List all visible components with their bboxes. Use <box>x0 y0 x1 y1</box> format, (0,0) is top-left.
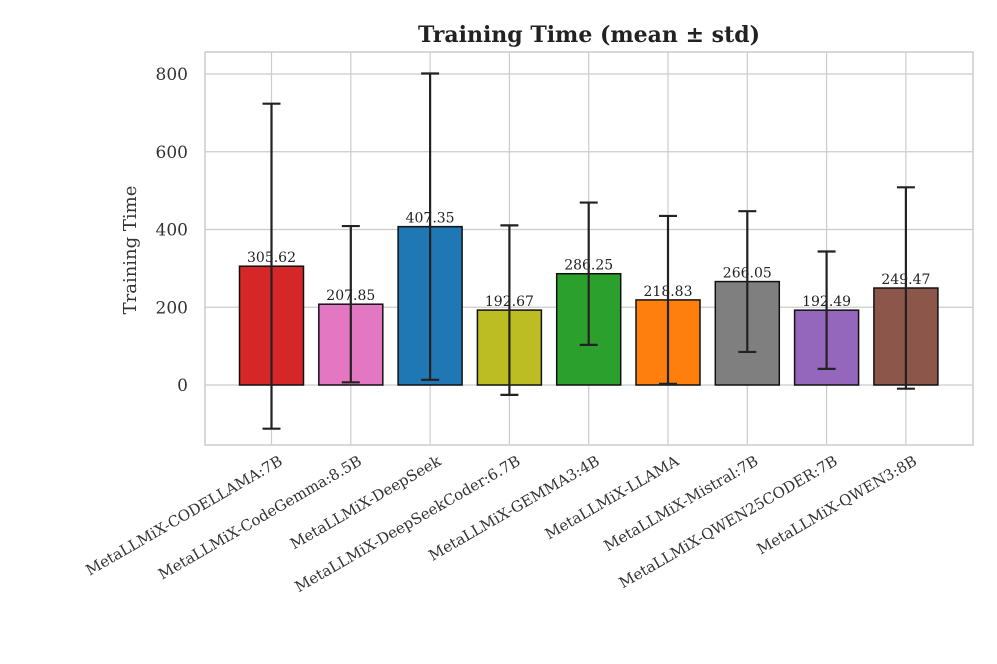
y-tick-label: 200 <box>156 298 188 318</box>
error-bars-layer <box>262 72 915 430</box>
y-ticks-layer: 0 200 400 600 800 <box>156 65 188 396</box>
x-tick-label: MetaLLMiX-LLAMA <box>542 452 682 543</box>
y-tick-label: 0 <box>177 376 188 396</box>
value-label: 407.35 <box>406 211 455 227</box>
value-label: 266.05 <box>723 266 772 282</box>
x-ticks-layer: MetaLLMiX-CODELLAMA:7BMetaLLMiX-CodeGemm… <box>83 451 920 596</box>
value-label: 286.25 <box>564 258 613 274</box>
y-tick-label: 800 <box>156 65 188 85</box>
plot-frame <box>204 51 974 446</box>
value-label: 305.62 <box>247 250 296 266</box>
y-axis-label: Training Time <box>120 186 141 315</box>
value-label: 192.49 <box>802 294 851 310</box>
value-label: 218.83 <box>644 284 693 300</box>
y-tick-label: 600 <box>156 143 188 163</box>
value-labels-layer: 305.62 207.85 407.35 192.67 286.25 218.83 266.… <box>247 211 930 311</box>
value-label: 249.47 <box>881 272 930 288</box>
chart-title: Training Time (mean ± std) <box>418 22 760 48</box>
value-label: 207.85 <box>326 288 375 304</box>
value-label: 192.67 <box>485 294 534 310</box>
y-tick-label: 400 <box>156 221 188 241</box>
